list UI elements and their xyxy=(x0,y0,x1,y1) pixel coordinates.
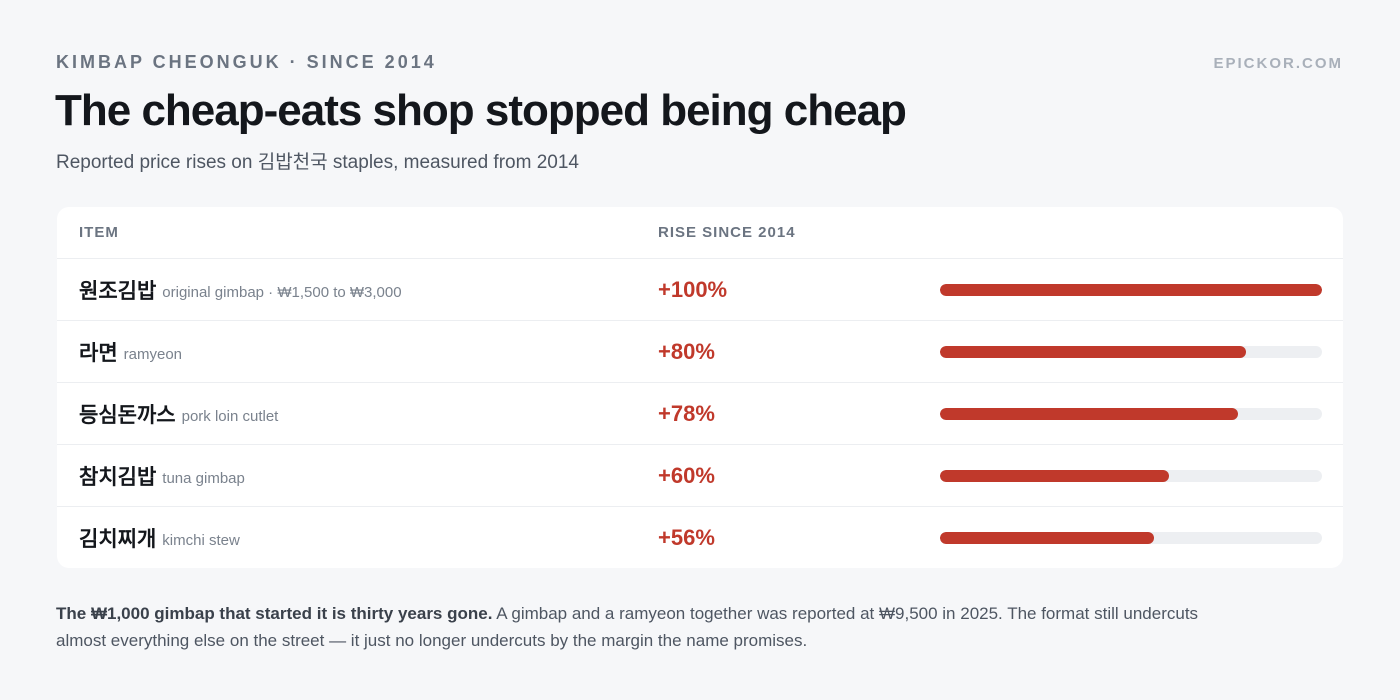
bar-fill xyxy=(940,532,1154,544)
bar-track xyxy=(940,532,1322,544)
item-name-korean: 김치찌개 xyxy=(79,527,157,551)
item-cell: 김치찌개 kimchi stew xyxy=(79,507,240,569)
item-name-english: ramyeon xyxy=(123,345,182,363)
item-name-english: tuna gimbap xyxy=(162,469,245,487)
column-header-item: ITEM xyxy=(79,224,119,241)
page-title: The cheap-eats shop stopped being cheap xyxy=(55,86,907,135)
bar-track xyxy=(940,346,1322,358)
page-subtitle: Reported price rises on 김밥천국 staples, me… xyxy=(56,152,579,173)
item-cell: 참치김밥 tuna gimbap xyxy=(79,445,245,507)
table-header: ITEM RISE SINCE 2014 xyxy=(57,207,1343,259)
item-cell: 등심돈까스 pork loin cutlet xyxy=(79,383,278,445)
rise-percent-label: +78% xyxy=(658,401,715,426)
table-row: 라면 ramyeon +80% xyxy=(57,321,1343,383)
bar-fill xyxy=(940,470,1170,482)
item-name-korean: 등심돈까스 xyxy=(79,403,176,427)
item-name-english: kimchi stew xyxy=(162,531,240,549)
rise-percent-label: +80% xyxy=(658,339,715,364)
kicker: KIMBAP CHEONGUK · SINCE 2014 xyxy=(56,52,437,72)
item-name-korean: 참치김밥 xyxy=(79,465,157,489)
bar-track xyxy=(940,408,1322,420)
table-row: 참치김밥 tuna gimbap +60% xyxy=(57,445,1343,507)
rise-percent-label: +100% xyxy=(658,277,728,302)
item-name-english: pork loin cutlet xyxy=(181,407,279,425)
footnote-lead: The ₩1,000 gimbap that started it is thi… xyxy=(56,604,493,623)
item-cell: 원조김밥 original gimbap · ₩1,500 to ₩3,000 xyxy=(79,259,402,321)
rise-percent-label: +56% xyxy=(658,525,715,550)
footnote: The ₩1,000 gimbap that started it is thi… xyxy=(56,600,1216,654)
table-row: 김치찌개 kimchi stew +56% xyxy=(57,507,1343,569)
bar-track xyxy=(940,284,1322,296)
rise-percent-label: +60% xyxy=(658,463,715,488)
table-row: 등심돈까스 pork loin cutlet +78% xyxy=(57,383,1343,445)
table-row: 원조김밥 original gimbap · ₩1,500 to ₩3,000 +1… xyxy=(57,259,1343,321)
bar-fill xyxy=(940,346,1246,358)
item-cell: 라면 ramyeon xyxy=(79,321,182,383)
footnote-body: A gimbap and a ramyeon together was repo… xyxy=(56,604,1199,650)
bar-fill xyxy=(940,408,1238,420)
bar-track xyxy=(940,470,1322,482)
column-header-rise: RISE SINCE 2014 xyxy=(658,224,796,241)
site-name[interactable]: EPICKOR.COM xyxy=(1213,55,1343,72)
item-name-english: original gimbap · ₩1,500 to ₩3,000 xyxy=(162,283,402,301)
item-name-korean: 원조김밥 xyxy=(79,279,157,303)
price-rise-table: ITEM RISE SINCE 2014 원조김밥 original gimbap… xyxy=(57,207,1343,568)
bar-fill xyxy=(940,284,1322,296)
item-name-korean: 라면 xyxy=(79,341,118,365)
